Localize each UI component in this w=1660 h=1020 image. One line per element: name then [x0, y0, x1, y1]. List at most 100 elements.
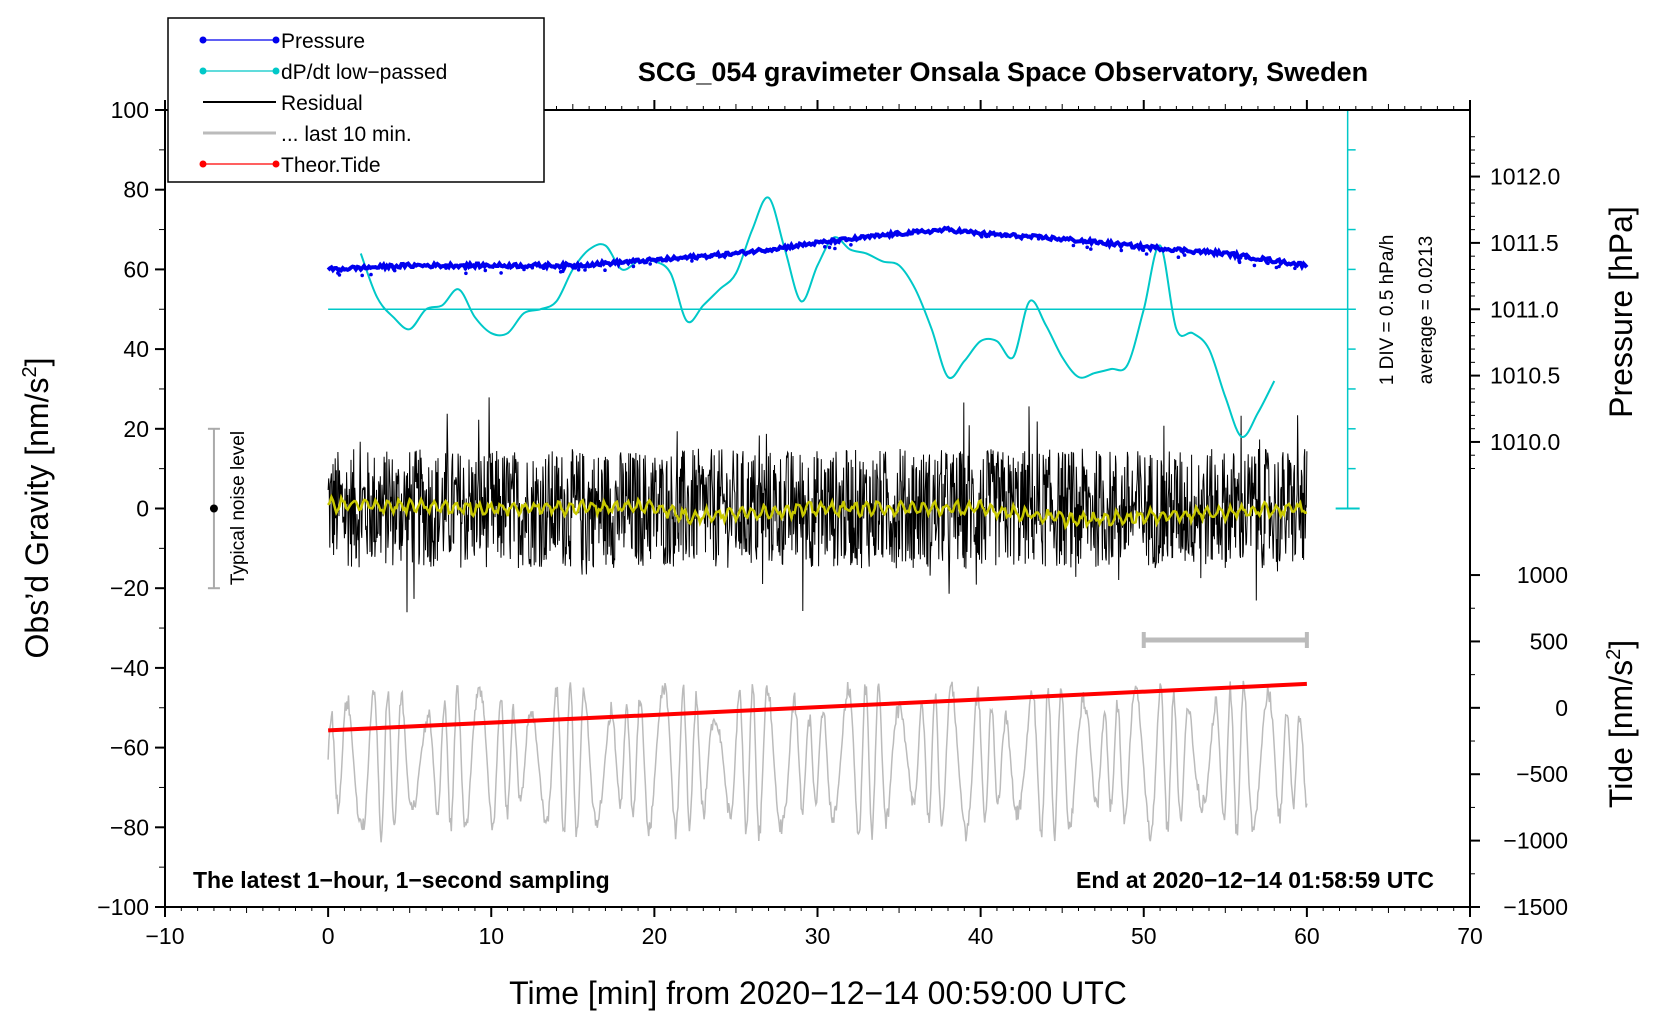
pressure-point: [522, 267, 526, 272]
axes-layer: −10 0 10 20 30 40 50 60 70100806040200−20−40−60−…: [97, 97, 1568, 949]
legend-marker: [199, 160, 207, 168]
pressure-point: [648, 262, 652, 266]
x-tick-label: −10: [145, 923, 184, 949]
pressure-point: [360, 273, 365, 278]
average-note: average = 0.0213: [1416, 236, 1437, 384]
pressure-point: [916, 231, 920, 235]
pressure-point: [895, 233, 899, 237]
legend-label: Theor.Tide: [281, 154, 381, 177]
pressure-point: [530, 265, 535, 270]
last-10-min-series: [327, 680, 1308, 843]
legend-label: Pressure: [281, 30, 365, 53]
pressure-point: [1271, 260, 1276, 264]
dpdt-series: [359, 196, 1276, 438]
pressure-point: [1141, 248, 1146, 252]
pressure-tick-label: 1010.0: [1490, 429, 1560, 455]
pressure-series: [326, 225, 1309, 274]
y-tick-label: −80: [110, 814, 149, 840]
pressure-point: [849, 243, 853, 247]
pressure-point: [1084, 240, 1089, 245]
pressure-point: [1144, 252, 1149, 256]
pressure-point: [1179, 249, 1183, 253]
legend-label: ... last 10 min.: [281, 123, 412, 146]
pressure-point: [683, 255, 687, 260]
legend-label: dP/dt low−passed: [281, 61, 447, 84]
chart-title: SCG_054 gravimeter Onsala Space Observat…: [638, 57, 1368, 87]
pressure-point: [844, 238, 848, 243]
pressure-point: [631, 264, 636, 269]
x-tick-label: 40: [968, 923, 994, 949]
pressure-point: [369, 272, 373, 277]
pressure-point: [541, 266, 546, 271]
pressure-point: [1274, 265, 1279, 270]
noise-bar-dot: [209, 504, 218, 513]
pressure-point: [463, 267, 468, 271]
legend-marker: [199, 36, 207, 44]
y-tick-label: −60: [110, 735, 149, 761]
tide-tick-label: 1000: [1517, 562, 1568, 588]
pressure-point: [573, 266, 577, 270]
tide-tick-label: −1500: [1503, 894, 1568, 920]
pressure-point: [823, 245, 827, 249]
y-axis-label-gravity: Obs’d Gravity [nm/s2]: [19, 358, 55, 659]
pressure-point: [338, 269, 343, 273]
pressure-point: [1004, 234, 1009, 239]
x-tick-label: 20: [642, 923, 668, 949]
tide-tick-label: −500: [1516, 761, 1568, 787]
pressure-point: [444, 266, 448, 270]
plot-layer: [207, 109, 1360, 843]
pressure-point: [337, 273, 342, 277]
legend: Pressure dP/dt low−passed Residual ... last…: [167, 17, 545, 183]
pressure-point: [984, 234, 989, 239]
pressure-point: [1071, 243, 1076, 248]
legend-marker: [272, 36, 280, 44]
y-tick-label: 20: [123, 416, 149, 442]
y-tick-label: −100: [97, 894, 149, 920]
pressure-point: [464, 271, 468, 276]
pressure-point: [603, 268, 607, 273]
pressure-point: [558, 270, 563, 274]
pressure-point: [690, 259, 694, 263]
noise-level-label: Typical noise level: [228, 431, 249, 585]
y-axis-label-tide: Tide [nm/s2]: [1603, 640, 1639, 808]
pressure-point: [1244, 256, 1248, 260]
legend-label: Residual: [281, 92, 363, 115]
legend-marker: [272, 160, 280, 168]
tide-tick-label: 0: [1555, 695, 1568, 721]
y-axis-label-pressure: Pressure [hPa]: [1603, 206, 1639, 418]
pressure-point: [1089, 247, 1093, 251]
pressure-point: [1182, 253, 1187, 257]
pressure-point: [1162, 247, 1166, 252]
x-tick-label: 30: [805, 923, 831, 949]
y-tick-label: −20: [110, 575, 149, 601]
residual-series: [327, 397, 1308, 613]
pressure-point: [467, 265, 472, 269]
pressure-point: [1085, 245, 1089, 250]
text-layer: SCG_054 gravimeter Onsala Space Observat…: [19, 57, 1639, 1011]
x-tick-label: 60: [1294, 923, 1320, 949]
pressure-point: [499, 271, 503, 275]
pressure-point: [1293, 266, 1297, 271]
pressure-point: [483, 268, 488, 273]
pressure-scale-note: 1 DIV = 0.5 hPa/h: [1377, 235, 1398, 386]
pressure-tick-label: 1011.5: [1490, 230, 1559, 256]
y-tick-label: −40: [110, 655, 149, 681]
pressure-point: [1265, 259, 1269, 263]
pressure-point: [1036, 237, 1041, 241]
pressure-point: [561, 266, 566, 271]
pressure-point: [583, 268, 587, 272]
pressure-point: [766, 249, 770, 253]
tide-tick-label: 500: [1530, 628, 1568, 654]
x-tick-label: 70: [1457, 923, 1483, 949]
pressure-point: [392, 268, 397, 273]
pressure-point: [1238, 255, 1243, 260]
pressure-point: [1196, 249, 1200, 254]
pressure-point: [979, 234, 984, 239]
tide-series: [328, 681, 1307, 733]
y-tick-label: 80: [123, 177, 149, 203]
x-tick-label: 0: [322, 923, 335, 949]
pressure-point: [1252, 263, 1257, 268]
pressure-point: [676, 258, 680, 262]
pressure-point: [1191, 251, 1196, 256]
pressure-tick-label: 1012.0: [1490, 164, 1560, 190]
